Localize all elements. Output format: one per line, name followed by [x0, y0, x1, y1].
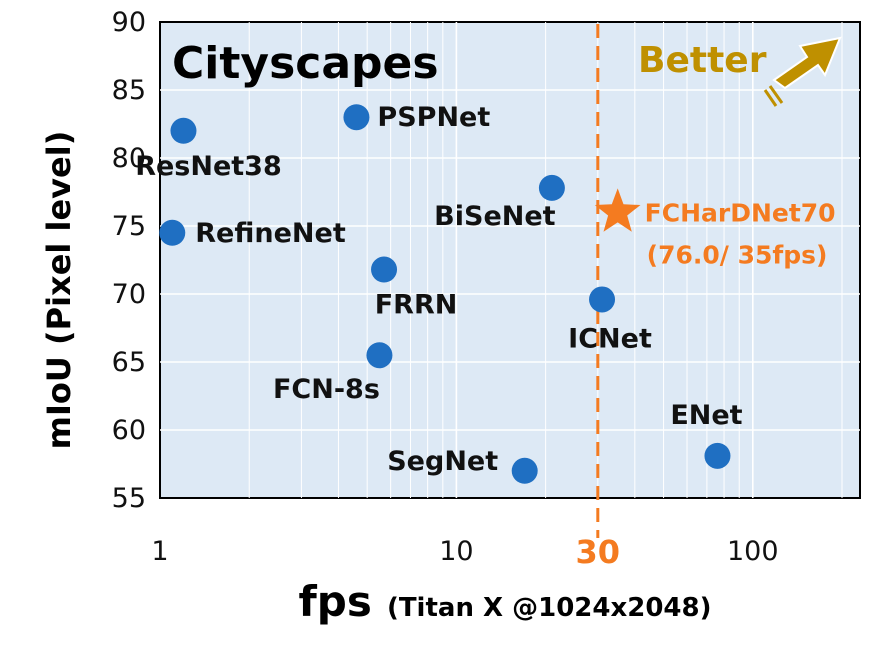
- highlight-star-icon: [594, 188, 641, 232]
- data-point: [704, 442, 731, 469]
- x-tick-label: 10: [439, 536, 473, 567]
- better-label: Better: [638, 40, 767, 81]
- data-point: [511, 457, 538, 484]
- better-arrow-stripe: [763, 89, 778, 107]
- data-point: [343, 104, 370, 131]
- threshold-tick-label: 30: [576, 533, 621, 571]
- point-label: FRRN: [375, 290, 458, 321]
- chart-title: Cityscapes: [172, 38, 439, 89]
- y-tick-label: 65: [112, 347, 146, 378]
- better-arrow-stripe: [768, 85, 784, 104]
- better-arrow-icon: [772, 36, 842, 90]
- point-label: PSPNet: [377, 102, 490, 133]
- point-label: BiSeNet: [434, 201, 556, 232]
- highlight-label: FCHarDNet70: [645, 198, 836, 227]
- x-axis-label-main: fps: [299, 577, 372, 626]
- data-point: [589, 286, 616, 313]
- y-tick-label: 70: [112, 279, 146, 310]
- data-point: [170, 117, 197, 144]
- y-tick-label: 85: [112, 75, 146, 106]
- y-tick-label: 90: [112, 7, 146, 38]
- x-tick-label: 100: [727, 536, 779, 567]
- point-label: FCN-8s: [273, 374, 380, 405]
- y-tick-label: 80: [112, 143, 146, 174]
- plot-area: [159, 21, 861, 499]
- data-point: [538, 174, 565, 201]
- y-axis-label: mIoU (Pixel level): [40, 131, 78, 450]
- data-point: [159, 219, 186, 246]
- grid-lines: [160, 22, 860, 498]
- x-axis-ticks: 1 10 100: [151, 536, 778, 567]
- y-tick-label: 60: [112, 415, 146, 446]
- x-axis-label: fps (Titan X @1024x2048): [299, 577, 712, 626]
- better-annotation: Better: [638, 36, 842, 107]
- point-labels: ResNet38 PSPNet RefineNet BiSeNet FRRN FCN-8s…: [135, 102, 742, 477]
- data-point: [371, 256, 398, 283]
- highlight-group: FCHarDNet70 (76.0/ 35fps): [594, 188, 836, 269]
- data-points: [159, 104, 731, 484]
- point-label: ICNet: [568, 323, 652, 354]
- data-point: [366, 342, 393, 369]
- y-axis-ticks: 55 60 65 70 75 80 85 90: [112, 7, 146, 514]
- x-axis-label-sub: (Titan X @1024x2048): [387, 593, 712, 623]
- x-tick-label: 1: [151, 536, 168, 567]
- y-tick-label: 75: [112, 211, 146, 242]
- y-tick-label: 55: [112, 483, 146, 514]
- point-label: RefineNet: [195, 218, 346, 249]
- highlight-note: (76.0/ 35fps): [647, 240, 828, 269]
- point-label: SegNet: [387, 446, 498, 477]
- point-label: ResNet38: [135, 151, 282, 182]
- point-label: ENet: [670, 400, 742, 431]
